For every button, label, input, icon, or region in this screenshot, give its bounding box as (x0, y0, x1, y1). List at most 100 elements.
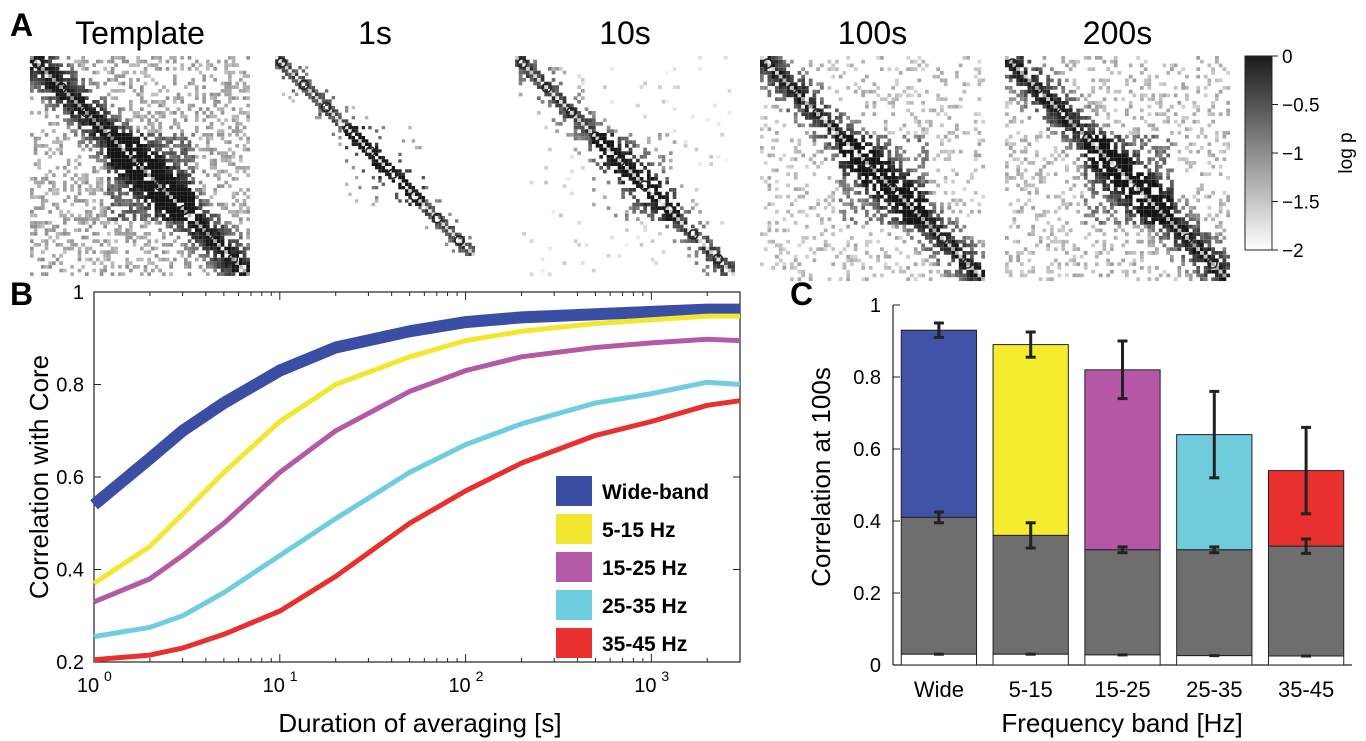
matrix-block (937, 233, 948, 244)
matrix-title: Template (75, 15, 205, 51)
matrix-block (590, 131, 601, 142)
matrix-block (1057, 108, 1068, 119)
x-tick-label: 10 (448, 675, 470, 697)
panel-b-line-chart: 0.2 0.4 0.6 0.8 1 10 0 10 1 10 2 10 3 Wide-band 5-15 H… (56, 282, 741, 697)
bar-baseline-0 (900, 516, 978, 655)
matrix-block (1182, 233, 1193, 244)
matrix-block (712, 253, 724, 265)
panel-letter-a: A (10, 7, 33, 43)
series-line-2 (93, 336, 741, 605)
y-tick-label: 0.6 (853, 439, 881, 461)
legend-swatch-2 (556, 552, 592, 582)
category-label-4: 35-45 (1278, 677, 1334, 702)
panel-letter-c: C (790, 276, 813, 312)
matrix-title: 10s (599, 15, 651, 51)
matrix-block (663, 204, 675, 216)
bar-baseline-2 (1084, 549, 1161, 656)
matrix-block (787, 83, 798, 94)
matrix-block (454, 235, 465, 246)
legend-swatch-3 (556, 590, 592, 620)
y-tick-label: 0.2 (853, 583, 881, 605)
colorbar-tick-label: −2 (1282, 241, 1304, 262)
x-tick-label: 10 (634, 675, 656, 697)
matrix-block (105, 131, 116, 142)
matrix-4: 200s (1005, 15, 1231, 282)
x-tick-label: 10 (77, 675, 99, 697)
bar-floor-1 (992, 653, 1069, 666)
category-label-1: 5-15 (1009, 677, 1053, 702)
matrix-block (1007, 58, 1018, 69)
matrix-block (837, 133, 848, 144)
bar-0 (900, 329, 978, 518)
matrix-title: 200s (1083, 15, 1152, 51)
legend-swatch-0 (556, 476, 592, 506)
legend-label-2: 15-25 Hz (602, 557, 687, 580)
series-line-3 (93, 379, 741, 640)
colorbar-tick-label: −0.5 (1282, 96, 1320, 117)
y-tick-label: 0.8 (56, 375, 84, 397)
colorbar-tick-label: −1 (1282, 144, 1304, 165)
matrix-block (762, 58, 773, 69)
y-tick-label: 0.4 (56, 560, 84, 582)
matrix-block (639, 180, 650, 191)
matrix-block (565, 106, 577, 118)
matrix-2: 10s (515, 15, 735, 276)
y-tick-label: 0.2 (56, 652, 84, 674)
matrix-3: 100s (760, 15, 986, 282)
series-line-1 (92, 313, 740, 586)
legend-swatch-4 (556, 628, 592, 658)
matrix-block (56, 82, 68, 94)
matrix-block (887, 183, 898, 194)
x-tick-exponent: 3 (661, 668, 669, 684)
matrix-block (409, 190, 421, 202)
matrix-block (387, 168, 399, 180)
category-label-0: Wide (914, 677, 964, 702)
bar-1 (992, 344, 1069, 536)
matrix-block (203, 229, 214, 240)
bar-baseline-4 (1267, 545, 1345, 657)
matrix-block (1107, 158, 1118, 169)
legend-label-1: 5-15 Hz (602, 519, 676, 542)
legend-label-0: Wide-band (602, 481, 709, 504)
matrix-block (320, 101, 332, 113)
matrix-block (1032, 83, 1043, 94)
matrix-title: 100s (838, 15, 907, 51)
legend-label-3: 25-35 Hz (602, 595, 687, 618)
matrix-block (32, 58, 43, 69)
matrix-block (365, 146, 376, 157)
matrix-block (812, 108, 823, 119)
matrix-block (1132, 183, 1143, 194)
bar-floor-2 (1084, 654, 1161, 666)
panel-c-bar-chart: 0 0.2 0.4 0.6 0.8 1 Wide 5-15 15-25 25-35 35-45 (853, 295, 1352, 702)
panel-c-ylabel: Correlation at 100s (806, 367, 836, 587)
y-tick-label: 0 (870, 655, 881, 677)
matrix-title: 1s (358, 15, 392, 51)
y-tick-label: 0.6 (56, 467, 84, 489)
colorbar-ticks: 0 −0.5 −1 −1.5 −2 (1272, 47, 1320, 262)
matrix-block (178, 204, 190, 216)
panel-c-xlabel: Frequency band [Hz] (1001, 708, 1242, 738)
colorbar-label: log p (1336, 132, 1357, 173)
bar-floor-0 (900, 653, 978, 666)
y-tick-label: 1 (73, 282, 84, 304)
x-tick-exponent: 1 (290, 668, 298, 684)
matrix-block (80, 106, 92, 118)
series-line-0 (90, 303, 740, 510)
matrix-block (276, 57, 287, 68)
matrix-block (541, 82, 553, 94)
colorbar-tick-label: −1.5 (1282, 193, 1320, 214)
x-tick-label: 10 (263, 675, 285, 697)
matrix-0: Template (30, 15, 250, 276)
matrix-block (343, 124, 354, 135)
y-tick-label: 1 (870, 295, 881, 317)
x-tick-exponent: 0 (104, 668, 112, 684)
panel-b-ylabel: Correlation with Core (24, 355, 54, 599)
panel-letter-b: B (10, 276, 33, 312)
legend-label-4: 35-45 Hz (602, 633, 687, 656)
bar-baseline-1 (992, 534, 1069, 655)
matrix-block (688, 229, 699, 240)
colorbar-tick-label: 0 (1282, 47, 1293, 68)
matrix-block (962, 258, 973, 269)
matrix-block (1157, 208, 1168, 219)
